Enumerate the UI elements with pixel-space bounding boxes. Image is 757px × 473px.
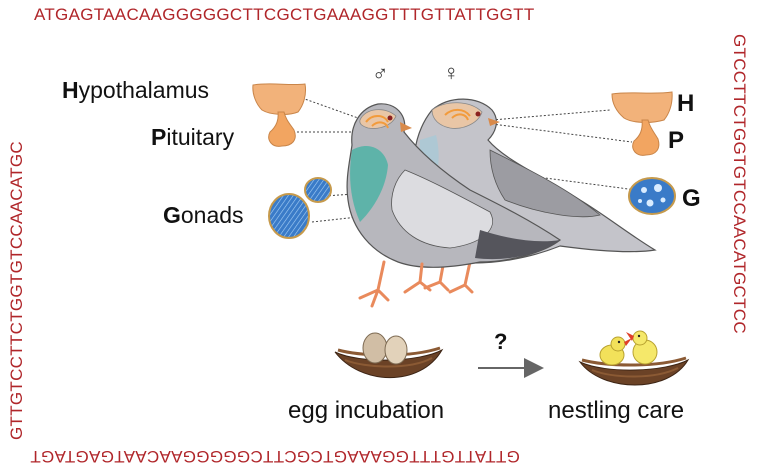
nestling-care-label: nestling care	[548, 397, 685, 424]
hypothalamus-label: Hypothalamus	[62, 77, 210, 103]
nestling-nest-icon	[579, 330, 690, 386]
question-mark: ?	[494, 329, 508, 354]
hypothalamus-icon-right	[611, 91, 673, 123]
gonads-label: Gonads	[163, 202, 244, 228]
ovary-icon-right	[628, 177, 676, 215]
male-symbol: ♂	[372, 61, 389, 86]
connector-lines-right	[491, 109, 637, 191]
h-label: H	[677, 90, 695, 117]
p-label: P	[668, 127, 685, 154]
g-label: G	[682, 185, 701, 212]
dna-sequence-top: ATGAGTAACAAGGGGGCTTCGCTGAAAGGTTTGTTATTGG…	[34, 5, 535, 24]
male-pigeon	[346, 103, 562, 308]
egg-incubation-label: egg incubation	[288, 397, 445, 424]
pituitary-icon-right	[632, 119, 660, 156]
female-symbol: ♀	[443, 60, 460, 85]
gonads-icon-left	[268, 177, 332, 239]
pituitary-label: Pituitary	[151, 124, 235, 150]
pituitary-icon-left	[268, 111, 296, 147]
hypothalamus-icon-left	[252, 83, 306, 115]
egg-nest-icon	[334, 332, 444, 378]
